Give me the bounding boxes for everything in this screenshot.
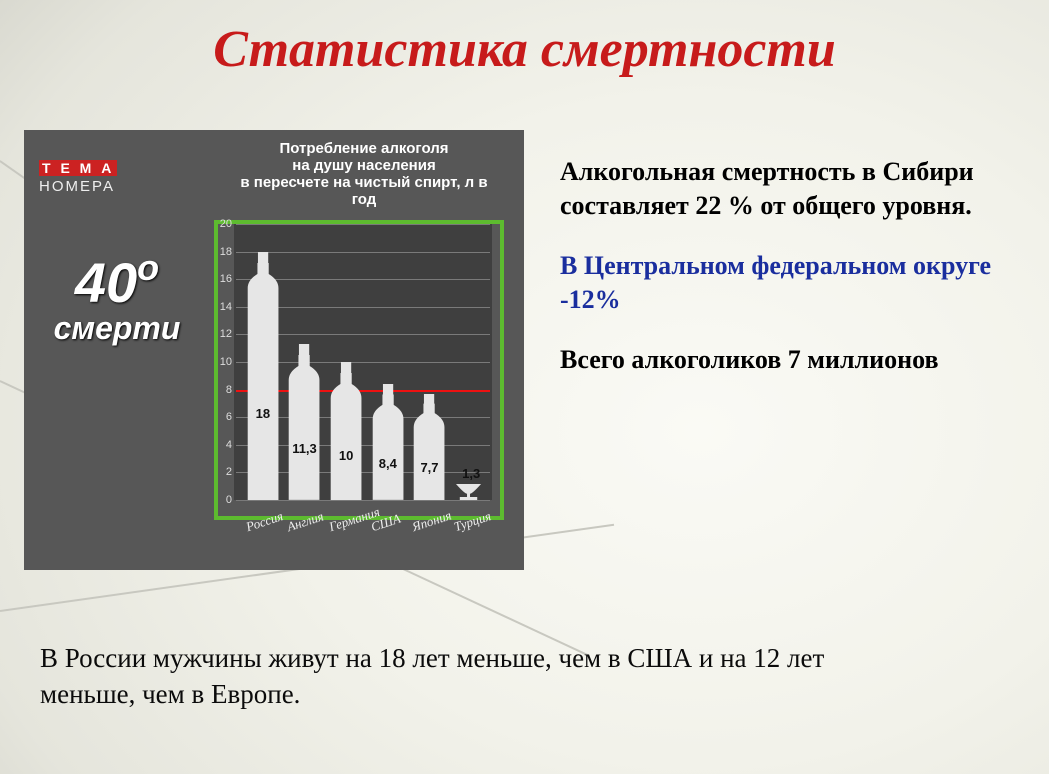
bottle-bar xyxy=(412,394,446,500)
bottle-bar xyxy=(454,482,488,500)
panel-headline: 40o смерти xyxy=(42,240,192,345)
ytick-label: 14 xyxy=(214,301,232,313)
deg-number: 40 xyxy=(75,251,137,314)
ytick-label: 2 xyxy=(214,466,232,478)
chart-plot: 02468101214161820 18Россия 11,3Англия 10… xyxy=(214,220,504,520)
right-paragraph-2: В Центральном федеральном округе -12% xyxy=(560,249,1030,317)
ytick-label: 8 xyxy=(214,384,232,396)
ytick-label: 0 xyxy=(214,494,232,506)
ytick-label: 6 xyxy=(214,411,232,423)
right-paragraph-3: Всего алкоголиков 7 миллионов xyxy=(560,343,1030,377)
bar-value: 7,7 xyxy=(412,460,446,475)
gridline xyxy=(236,500,490,501)
bar-value: 1,3 xyxy=(454,466,488,481)
chart-title: Потребление алкоголяна душу населенияв п… xyxy=(234,140,494,208)
bottle-bar xyxy=(329,362,363,500)
bar-value: 18 xyxy=(246,406,280,421)
chart-panel: Т Е М А НОМЕРА 40o смерти Потребление ал… xyxy=(24,130,524,570)
bar-value: 8,4 xyxy=(371,456,405,471)
bar-value: 11,3 xyxy=(287,441,321,456)
ytick-label: 16 xyxy=(214,273,232,285)
deg-word: смерти xyxy=(42,311,192,345)
deg-sup: o xyxy=(137,247,159,288)
ytick-label: 4 xyxy=(214,439,232,451)
ytick-label: 18 xyxy=(214,246,232,258)
slide: Статистика смертности Т Е М А НОМЕРА 40o… xyxy=(0,0,1049,774)
ytick-label: 10 xyxy=(214,356,232,368)
slide-title: Статистика смертности xyxy=(0,20,1049,79)
right-text-block: Алкогольная смертность в Сибири составля… xyxy=(560,155,1030,403)
panel-tag-tema: Т Е М А xyxy=(39,160,117,176)
ytick-label: 12 xyxy=(214,328,232,340)
bottle-bar xyxy=(371,384,405,500)
panel-tag-nomera: НОМЕРА xyxy=(39,178,115,195)
right-paragraph-1: Алкогольная смертность в Сибири составля… xyxy=(560,155,1030,223)
bar-value: 10 xyxy=(329,448,363,463)
panel-tag-tema-text: Т Е М А xyxy=(39,160,117,176)
bottle-bar xyxy=(287,344,321,500)
bottom-text: В России мужчины живут на 18 лет меньше,… xyxy=(40,640,920,712)
gridline xyxy=(236,224,490,225)
bottle-bar xyxy=(246,252,280,500)
ytick-label: 20 xyxy=(214,218,232,230)
